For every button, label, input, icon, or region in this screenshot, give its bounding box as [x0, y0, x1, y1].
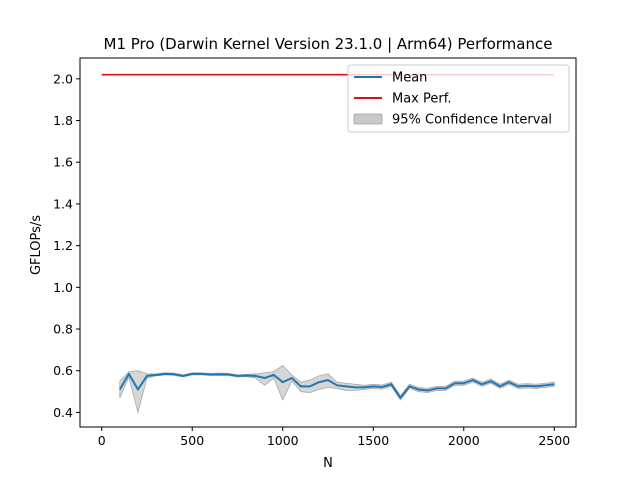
y-tick-label: 1.0 — [53, 280, 73, 295]
legend-ci-swatch — [353, 113, 383, 125]
mean-line — [118, 372, 555, 399]
y-tick-label: 1.4 — [53, 196, 73, 211]
y-axis-label: GFLOPs/s — [29, 215, 44, 275]
y-tick-label: 0.8 — [53, 322, 73, 337]
x-tick-label: 1000 — [267, 433, 299, 448]
y-tick-label: 1.2 — [53, 238, 73, 253]
legend-mean-label: Mean — [392, 71, 427, 86]
x-tick-label: 2000 — [448, 433, 480, 448]
x-tick-label: 500 — [180, 433, 204, 448]
y-tick-label: 1.8 — [53, 113, 73, 128]
y-tick-label: 0.4 — [53, 405, 73, 420]
ci-band — [119, 364, 555, 415]
y-tick-label: 1.6 — [53, 155, 73, 170]
legend-max-perf-label: Max Perf. — [392, 92, 452, 107]
x-tick-label: 2500 — [538, 433, 570, 448]
plot-area: 0 500 1000 1500 2000 2500 0.4 0.6 0.8 1.0 1.2 1.4 1.… — [53, 57, 577, 448]
legend-ci-label: 95% Confidence Interval — [392, 113, 552, 128]
legend-box — [347, 64, 570, 133]
x-tick-label: 1500 — [357, 433, 389, 448]
axes-frame — [79, 57, 577, 428]
x-tick-label: 0 — [98, 433, 106, 448]
y-tick-label: 0.6 — [53, 363, 73, 378]
x-axis-label: N — [323, 456, 333, 471]
chart-title: M1 Pro (Darwin Kernel Version 23.1.0 | A… — [104, 35, 553, 53]
y-tick-label: 2.0 — [53, 71, 73, 86]
